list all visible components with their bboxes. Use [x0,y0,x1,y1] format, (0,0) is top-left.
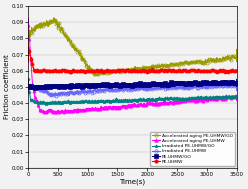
Irradiated PE-UHMW [235,80,238,82]
PE-UHMW/GO [34,87,37,89]
Y-axis label: Friction coefficient: Friction coefficient [4,55,10,119]
PE-UHMW/GO [70,84,73,87]
Irradiated PE-UHMW/GO [151,98,154,100]
Irradiated PE-UHMW/GO [50,103,53,105]
PE-UHMW/GO [125,84,128,86]
Irradiated PE-UHMW/GO [235,96,238,98]
Legend: Accelerated aging PE-UHMW/GO, Accelerated aging PE-UHMW, Irradiated PE-UHMW/GO, : Accelerated aging PE-UHMW/GO, Accelerate… [150,132,235,166]
Irradiated PE-UHMW [27,86,30,88]
Line: Irradiated PE-UHMW/GO: Irradiated PE-UHMW/GO [26,78,239,106]
PE-UHMW [219,70,222,72]
Accelerated aging PE-UHMW/GO [70,41,73,43]
PE-UHMW/GO [102,84,105,86]
Irradiated PE-UHMW/GO [219,97,222,99]
PE-UHMW [235,71,238,73]
Irradiated PE-UHMW [50,96,53,98]
Irradiated PE-UHMW/GO [159,98,162,100]
PE-UHMW [102,70,105,72]
PE-UHMW/GO [159,83,162,85]
Accelerated aging PE-UHMW [102,107,105,109]
Irradiated PE-UHMW [219,84,222,87]
Accelerated aging PE-UHMW/GO [151,66,154,68]
PE-UHMW [151,69,154,71]
Irradiated PE-UHMW [125,88,128,90]
Line: Irradiated PE-UHMW: Irradiated PE-UHMW [27,79,238,99]
Accelerated aging PE-UHMW [70,110,73,112]
PE-UHMW [159,69,162,71]
Irradiated PE-UHMW [151,88,154,91]
Irradiated PE-UHMW/GO [102,100,105,102]
Line: PE-UHMW: PE-UHMW [27,45,238,74]
PE-UHMW/GO [219,82,222,84]
Accelerated aging PE-UHMW/GO [27,30,30,32]
Accelerated aging PE-UHMW [235,96,238,98]
Accelerated aging PE-UHMW [27,24,30,26]
PE-UHMW/GO [27,85,30,87]
X-axis label: Time(s): Time(s) [119,178,146,185]
Accelerated aging PE-UHMW/GO [235,54,238,56]
PE-UHMW [27,45,30,47]
Irradiated PE-UHMW [159,86,162,88]
Accelerated aging PE-UHMW/GO [102,72,105,74]
Irradiated PE-UHMW [70,91,73,93]
PE-UHMW/GO [151,83,154,85]
Accelerated aging PE-UHMW/GO [159,66,162,68]
Accelerated aging PE-UHMW [151,102,154,105]
Accelerated aging PE-UHMW [159,102,162,104]
Accelerated aging PE-UHMW/GO [93,74,95,76]
PE-UHMW/GO [235,83,238,86]
Accelerated aging PE-UHMW [42,112,45,114]
Line: Accelerated aging PE-UHMW: Accelerated aging PE-UHMW [27,17,238,114]
Line: PE-UHMW/GO: PE-UHMW/GO [27,78,238,90]
PE-UHMW [27,50,30,52]
PE-UHMW/GO [235,78,238,81]
Accelerated aging PE-UHMW/GO [219,58,222,60]
Accelerated aging PE-UHMW [219,97,222,99]
Line: Accelerated aging PE-UHMW/GO: Accelerated aging PE-UHMW/GO [27,16,238,76]
Irradiated PE-UHMW/GO [125,100,128,102]
Irradiated PE-UHMW/GO [70,101,73,104]
Irradiated PE-UHMW/GO [27,78,30,81]
Accelerated aging PE-UHMW/GO [52,17,55,19]
PE-UHMW [125,69,128,72]
Irradiated PE-UHMW [235,86,238,88]
Irradiated PE-UHMW [102,90,105,92]
Accelerated aging PE-UHMW/GO [125,69,128,71]
PE-UHMW [70,70,73,72]
Accelerated aging PE-UHMW [125,105,128,108]
Accelerated aging PE-UHMW [27,18,30,20]
